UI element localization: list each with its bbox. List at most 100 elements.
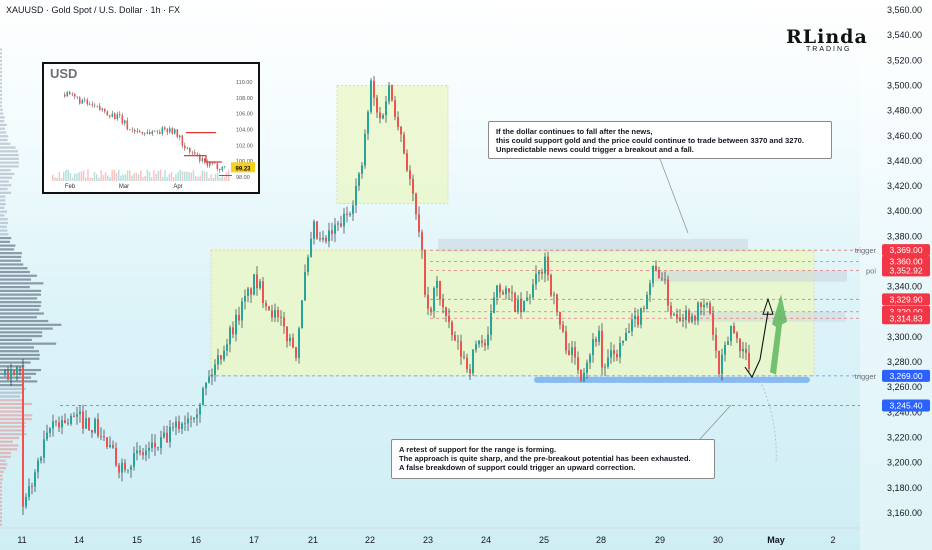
candle-body [109,444,111,447]
candle-body [256,274,258,289]
inset-volume-bar [135,172,138,181]
volume-profile-bar [0,323,62,326]
inset-candle-body [146,132,149,134]
candle-body [604,366,606,368]
candle-body [505,288,507,295]
candle-body [112,444,114,448]
inset-volume-bar [71,177,74,181]
bullish-arrow [770,294,787,375]
candle-body [412,178,414,194]
inset-candle-body [209,162,211,166]
candle-body [7,371,9,380]
inset-y-tick: 104.00 [236,127,253,133]
candle-body [676,314,678,318]
inset-candle-body [169,128,171,133]
candle-body [370,80,372,112]
candle-body [100,435,102,437]
volume-profile-bar [0,516,2,519]
y-tick-label: 3,160.00 [887,508,922,518]
inset-y-tick: 108.00 [236,96,253,102]
y-tick-label: 3,440.00 [887,156,922,166]
inset-volume-bar [162,176,164,181]
candle-body [598,330,600,342]
usd-inset-chart[interactable]: 98.00 100.00 102.00 104.00 106.00 108.00 110.0… [42,62,260,194]
inset-volume-bar [104,172,107,181]
level-badge-text: 3,245.40 [889,401,922,411]
candle-body [583,372,585,381]
volume-profile-bar [0,500,2,504]
inset-candle-body [176,129,179,138]
candle-body [613,350,615,354]
chart-title: XAUUSD · Gold Spot / U.S. Dollar · 1h · … [6,5,181,15]
inset-volume-bar [144,175,146,181]
candle-body [37,460,39,473]
candle-body [556,294,558,312]
candle-body [343,213,345,227]
volume-profile-bar [0,346,34,349]
y-tick-label: 3,380.00 [887,231,922,241]
volume-profile-bar [0,451,12,455]
inset-price-badge [231,162,255,173]
inset-candle-body [151,131,154,135]
inset-volume-bar [109,177,111,181]
volume-profile-bar [0,282,44,285]
inset-volume-bar [146,169,149,181]
poi-band [655,270,847,282]
candle-body [61,420,63,428]
candle-body [304,272,306,301]
x-tick-label: 24 [481,535,491,545]
candle-body [637,315,639,325]
candle-body [241,301,243,321]
inset-candle-body [106,111,109,116]
volume-profile-bar [0,391,24,394]
candle-body [628,331,630,333]
candle-body [106,437,108,447]
inset-candle-body [144,133,146,135]
candle-body [610,350,612,358]
inset-candle-body [161,127,164,134]
candle-body [739,338,741,352]
candle-body [115,447,117,466]
volume-profile-bar [0,101,2,104]
candle-body [520,299,522,312]
x-tick-label: 29 [655,535,665,545]
inset-volume-bar [210,174,212,181]
inset-volume-bar [129,170,131,181]
candle-body [190,418,192,420]
candle-body [16,367,18,375]
volume-profile-bar [0,497,2,500]
inset-candle-body [186,147,189,149]
inset-y-tick: 102.00 [236,143,253,149]
inset-volume-bar [170,172,173,181]
candle-body [208,376,210,383]
candle-body [721,354,723,374]
candle-body [151,442,153,448]
candle-body [496,285,498,298]
y-tick-label: 3,340.00 [887,282,922,292]
candle-body [484,342,486,346]
candle-body [271,310,273,318]
candle-body [232,327,234,335]
volume-profile-bar [0,78,2,81]
bottom-annotation: A retest of support for the range is for… [391,439,715,479]
candle-body [742,348,744,352]
inset-volume-bar [87,169,89,181]
x-tick-label: 23 [423,535,433,545]
y-tick-label: 3,220.00 [887,432,922,442]
inset-candle-body [86,99,89,105]
inset-title: USD [50,66,78,81]
inset-level-line [184,155,222,163]
volume-profile-bar [0,108,3,111]
volume-profile-bar [0,55,2,59]
candle-body [652,265,654,284]
candle-body [679,317,681,322]
inset-candle-body [159,132,161,134]
inset-y-tick: 98.00 [236,175,250,181]
candle-body [34,472,36,487]
candle-body [457,340,459,342]
inset-volume-bar [223,177,226,181]
candle-body [655,265,657,271]
inset-volume-bar [188,172,190,181]
level-badge-text: 3,314.83 [889,313,922,323]
